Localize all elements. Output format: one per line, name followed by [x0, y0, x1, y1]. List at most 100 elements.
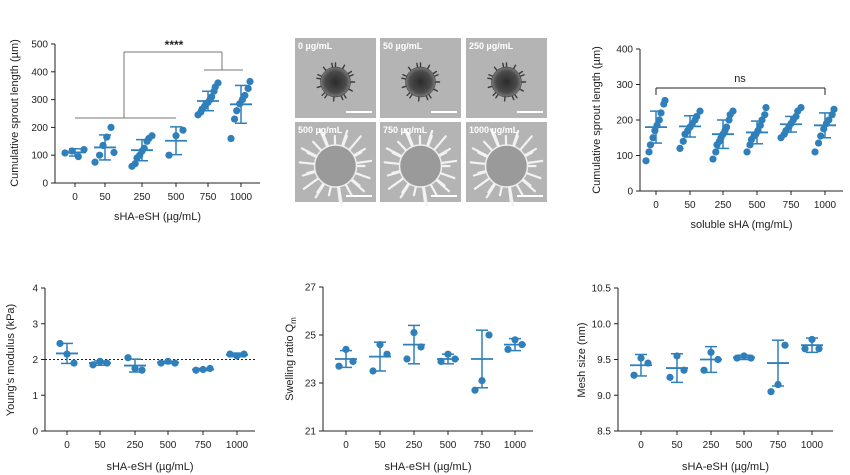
x-tick-label: 0 [64, 440, 70, 451]
data-point [227, 134, 235, 143]
data-point [148, 132, 156, 140]
data-point [56, 339, 64, 348]
x-axis-label: soluble sHA (mg/mL) [690, 219, 792, 231]
data-point [747, 354, 755, 362]
data-point [679, 137, 687, 145]
y-tick-label: 500 [31, 40, 48, 51]
data-point [712, 148, 720, 156]
data-point [164, 357, 172, 365]
data-point [214, 79, 222, 87]
data-point [637, 354, 645, 362]
image-label: 1000 µg/mL [469, 125, 519, 135]
data-point [630, 371, 638, 379]
chart-panel-F: 8.5 9.0 9.5 10.0 10.5 0 50 250 500 750 1000 sHA-eSH… [576, 284, 833, 473]
y-tick-label: 25 [305, 331, 317, 342]
y-tick-label: 21 [305, 427, 317, 438]
image-label: 50 µg/mL [383, 41, 423, 51]
data-point [96, 357, 104, 365]
y-axis-label-text: Cumulative sprout length (µm) [9, 39, 21, 187]
data-point [199, 365, 207, 374]
x-tick-label: 500 [749, 200, 766, 211]
y-tick-label: 27 [305, 283, 317, 294]
data-point [762, 103, 770, 112]
y-axis-label: Cumulative sprout length (µm) [9, 39, 21, 187]
y-axis-label: Cumulative sprout length (µm) [591, 46, 603, 194]
spheroid [398, 144, 443, 188]
x-tick-label: 750 [474, 440, 491, 451]
data-point [246, 77, 254, 86]
data-point [89, 361, 97, 369]
y-tick-label: 0 [42, 179, 48, 190]
data-point [103, 133, 111, 141]
x-tick-label: 50 [671, 440, 683, 451]
data-point [797, 103, 805, 112]
data-point [179, 126, 187, 134]
data-point [680, 366, 688, 374]
data-point [644, 359, 652, 367]
chart-panel-E: 21 23 25 27 0 50 250 500 750 1000 sHA-eSH (µg/mL) S… [284, 283, 533, 473]
data-point [110, 148, 118, 157]
x-tick-label: 1000 [230, 192, 253, 203]
data-point [131, 159, 139, 168]
image-grid: 0 µg/mL 50 µg/mL 250 µg/mL 500 µg/mL 750 µg/… [295, 38, 547, 207]
data-point [80, 146, 88, 154]
y-tick-label: 10.5 [592, 284, 612, 295]
y-tick-label: 300 [31, 95, 48, 106]
chart-panel-D: 0 1 2 3 4 0 50 250 500 750 1000 sHA-eSH (µg/mL) Youn… [5, 284, 255, 473]
data-point [743, 148, 751, 156]
y-tick-label: 100 [616, 151, 633, 162]
data-point [451, 355, 459, 363]
data-point [774, 380, 782, 389]
x-tick-label: 750 [195, 440, 212, 451]
data-point [714, 355, 722, 364]
x-tick-label: 0 [653, 200, 659, 211]
y-tick-label: 0 [32, 427, 38, 438]
data-point [504, 345, 512, 353]
x-tick-label: 50 [99, 192, 111, 203]
x-axis-label: sHA-eSH (µg/mL) [114, 211, 201, 223]
y-tick-label: 10.0 [592, 319, 612, 330]
data-point [99, 141, 107, 150]
y-tick-label: 0 [627, 187, 633, 198]
data-point [666, 373, 674, 381]
x-tick-label: 500 [168, 192, 185, 203]
x-tick-label: 750 [770, 440, 787, 451]
microscopy-image-3: 500 µg/mL [295, 122, 376, 207]
data-point [767, 388, 775, 396]
data-point [107, 123, 115, 131]
data-point [693, 112, 701, 121]
y-tick-label: 2 [32, 355, 38, 366]
x-tick-label: 250 [134, 192, 151, 203]
x-tick-label: 500 [736, 440, 753, 451]
data-point [244, 84, 252, 93]
spheroid [484, 144, 529, 188]
microscopy-image-4: 750 µg/mL [380, 122, 461, 207]
data-point [811, 148, 819, 156]
image-label: 250 µg/mL [469, 41, 514, 51]
x-tick-label: 500 [440, 440, 457, 451]
data-point [383, 350, 391, 358]
data-point [761, 111, 769, 119]
x-tick-label: 750 [783, 200, 800, 211]
y-axis-label-text: Young's modulus (kPa) [5, 304, 17, 416]
y-axis-label-text: Cumulative sprout length (µm) [591, 46, 603, 194]
image-label: 500 µg/mL [298, 125, 343, 135]
y-tick-label: 9.5 [597, 355, 611, 366]
data-point [758, 116, 766, 124]
data-point [820, 125, 828, 133]
data-point [138, 366, 146, 374]
data-point [230, 115, 239, 123]
x-tick-label: 500 [160, 440, 177, 451]
data-point [511, 336, 519, 344]
data-point [649, 134, 657, 142]
data-point [729, 107, 737, 115]
data-point [208, 93, 216, 101]
data-point [342, 345, 350, 353]
x-axis-label: sHA-eSH (µg/mL) [384, 461, 471, 473]
image-label: 750 µg/mL [383, 125, 428, 135]
x-tick-label: 1000 [814, 200, 837, 211]
y-tick-label: 8.5 [597, 427, 611, 438]
y-tick-label: 3 [32, 319, 38, 330]
data-point [781, 341, 789, 349]
spheroid [491, 66, 522, 98]
